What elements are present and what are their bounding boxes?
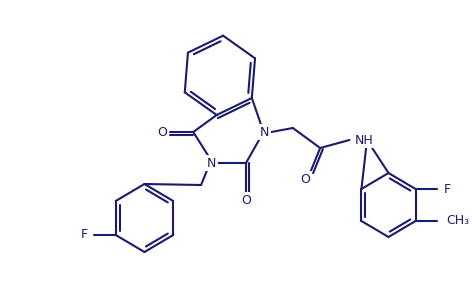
Text: O: O <box>301 172 311 185</box>
Text: NH: NH <box>354 133 373 147</box>
Text: O: O <box>157 126 167 139</box>
Text: F: F <box>444 183 451 195</box>
Text: F: F <box>80 229 87 241</box>
Text: O: O <box>241 193 251 206</box>
Text: N: N <box>260 126 269 139</box>
Text: N: N <box>207 156 217 170</box>
Text: CH₃: CH₃ <box>446 214 469 227</box>
